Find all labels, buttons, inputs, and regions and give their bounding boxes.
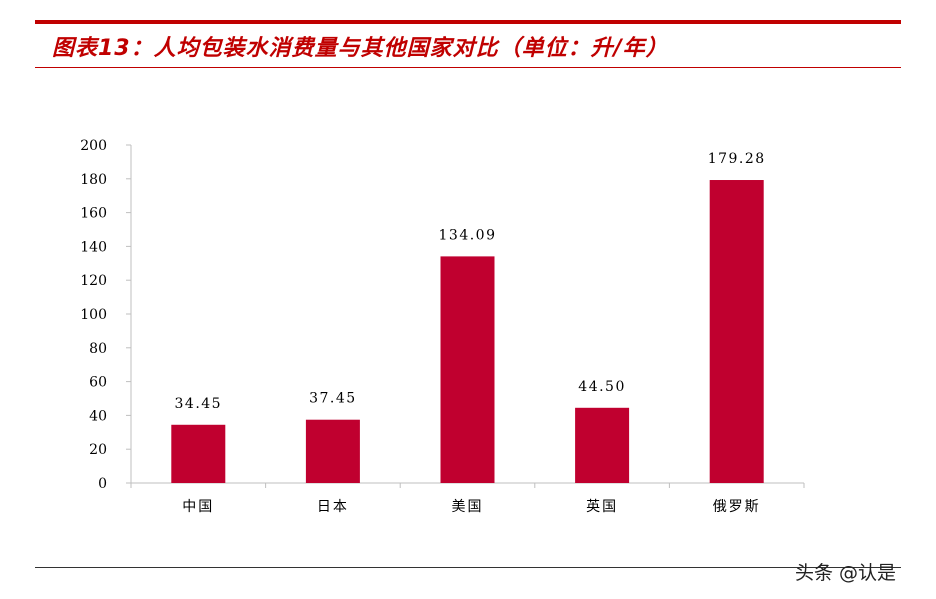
y-tick-label: 40 [89, 408, 107, 424]
bar [171, 424, 226, 483]
x-tick-label: 中国 [182, 499, 214, 515]
bar [440, 256, 495, 483]
data-label: 44.50 [578, 379, 626, 395]
data-label: 179.28 [708, 151, 766, 167]
x-tick-label: 英国 [586, 498, 618, 515]
data-label: 34.45 [175, 396, 223, 412]
watermark: 头条 @认是 [795, 562, 897, 584]
y-tick-label: 80 [89, 341, 107, 357]
y-tick-label: 140 [80, 239, 107, 255]
y-tick-label: 120 [80, 273, 107, 289]
title-top-rule [35, 20, 901, 24]
y-tick-label: 60 [89, 375, 107, 391]
y-tick-label: 20 [89, 442, 107, 458]
bar [709, 180, 764, 484]
y-tick-label: 180 [80, 172, 107, 188]
y-tick-label: 160 [80, 206, 107, 222]
x-tick-label: 美国 [452, 499, 484, 515]
x-tick-label: 俄罗斯 [713, 499, 761, 515]
bar [575, 407, 630, 483]
data-label: 134.09 [439, 227, 497, 243]
bar [305, 419, 360, 483]
y-tick-label: 200 [80, 138, 107, 154]
title-bottom-rule [35, 67, 901, 68]
chart-title: 图表13：人均包装水消费量与其他国家对比（单位：升/年） [52, 36, 669, 61]
x-tick-label: 日本 [317, 499, 349, 515]
data-label: 37.45 [309, 391, 357, 407]
y-tick-label: 0 [98, 476, 107, 492]
footer-rule [35, 567, 901, 568]
y-tick-label: 100 [80, 307, 107, 323]
